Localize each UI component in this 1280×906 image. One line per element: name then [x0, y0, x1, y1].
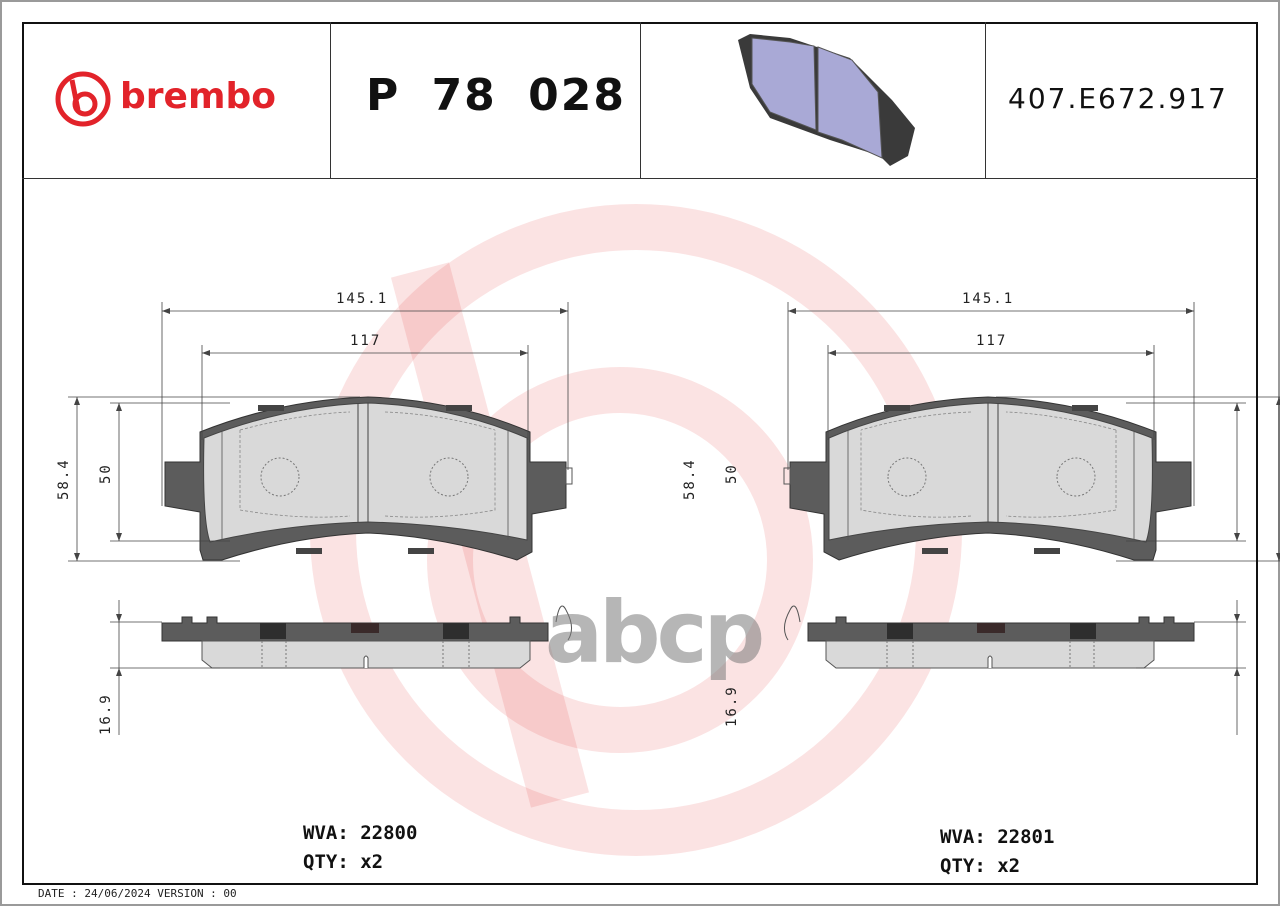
- wva-label: WVA:: [303, 822, 349, 844]
- dim-thickness-left: 16.9: [98, 693, 114, 735]
- title-block: [22, 22, 1258, 179]
- qty-label: QTY:: [940, 855, 986, 877]
- dim-friction-height-right: 50: [724, 463, 740, 484]
- divider: [985, 22, 986, 178]
- date-version: DATE : 24/06/2024 VERSION : 00: [38, 887, 237, 900]
- dim-friction-width-left: 117: [350, 333, 381, 349]
- brand-name: brembo: [120, 76, 276, 117]
- part-number: P 78 028: [366, 70, 626, 121]
- divider: [640, 22, 641, 178]
- reference-code: 407.E672.917: [1008, 82, 1228, 115]
- qty-label: QTY:: [303, 851, 349, 873]
- dim-thickness-right: 16.9: [724, 685, 740, 727]
- wva-value: 22800: [360, 822, 418, 844]
- dim-friction-width-right: 117: [976, 333, 1007, 349]
- dim-overall-height-right: 58.4: [682, 458, 698, 500]
- dim-overall-width-right: 145.1: [962, 291, 1014, 307]
- qty-value: x2: [997, 855, 1021, 877]
- wva-label: WVA:: [940, 826, 986, 848]
- dim-friction-height-left: 50: [98, 463, 114, 484]
- qty-value: x2: [360, 851, 384, 873]
- info-right: WVA: 22801 QTY: x2: [940, 823, 1054, 881]
- abcp-watermark: abcp: [545, 583, 762, 683]
- pad-thumbnail: [738, 34, 915, 166]
- dim-overall-width-left: 145.1: [336, 291, 388, 307]
- wva-value: 22801: [997, 826, 1055, 848]
- info-left: WVA: 22800 QTY: x2: [303, 819, 417, 877]
- brembo-logo-icon: [55, 71, 111, 127]
- divider: [330, 22, 331, 178]
- dim-overall-height-left: 58.4: [56, 458, 72, 500]
